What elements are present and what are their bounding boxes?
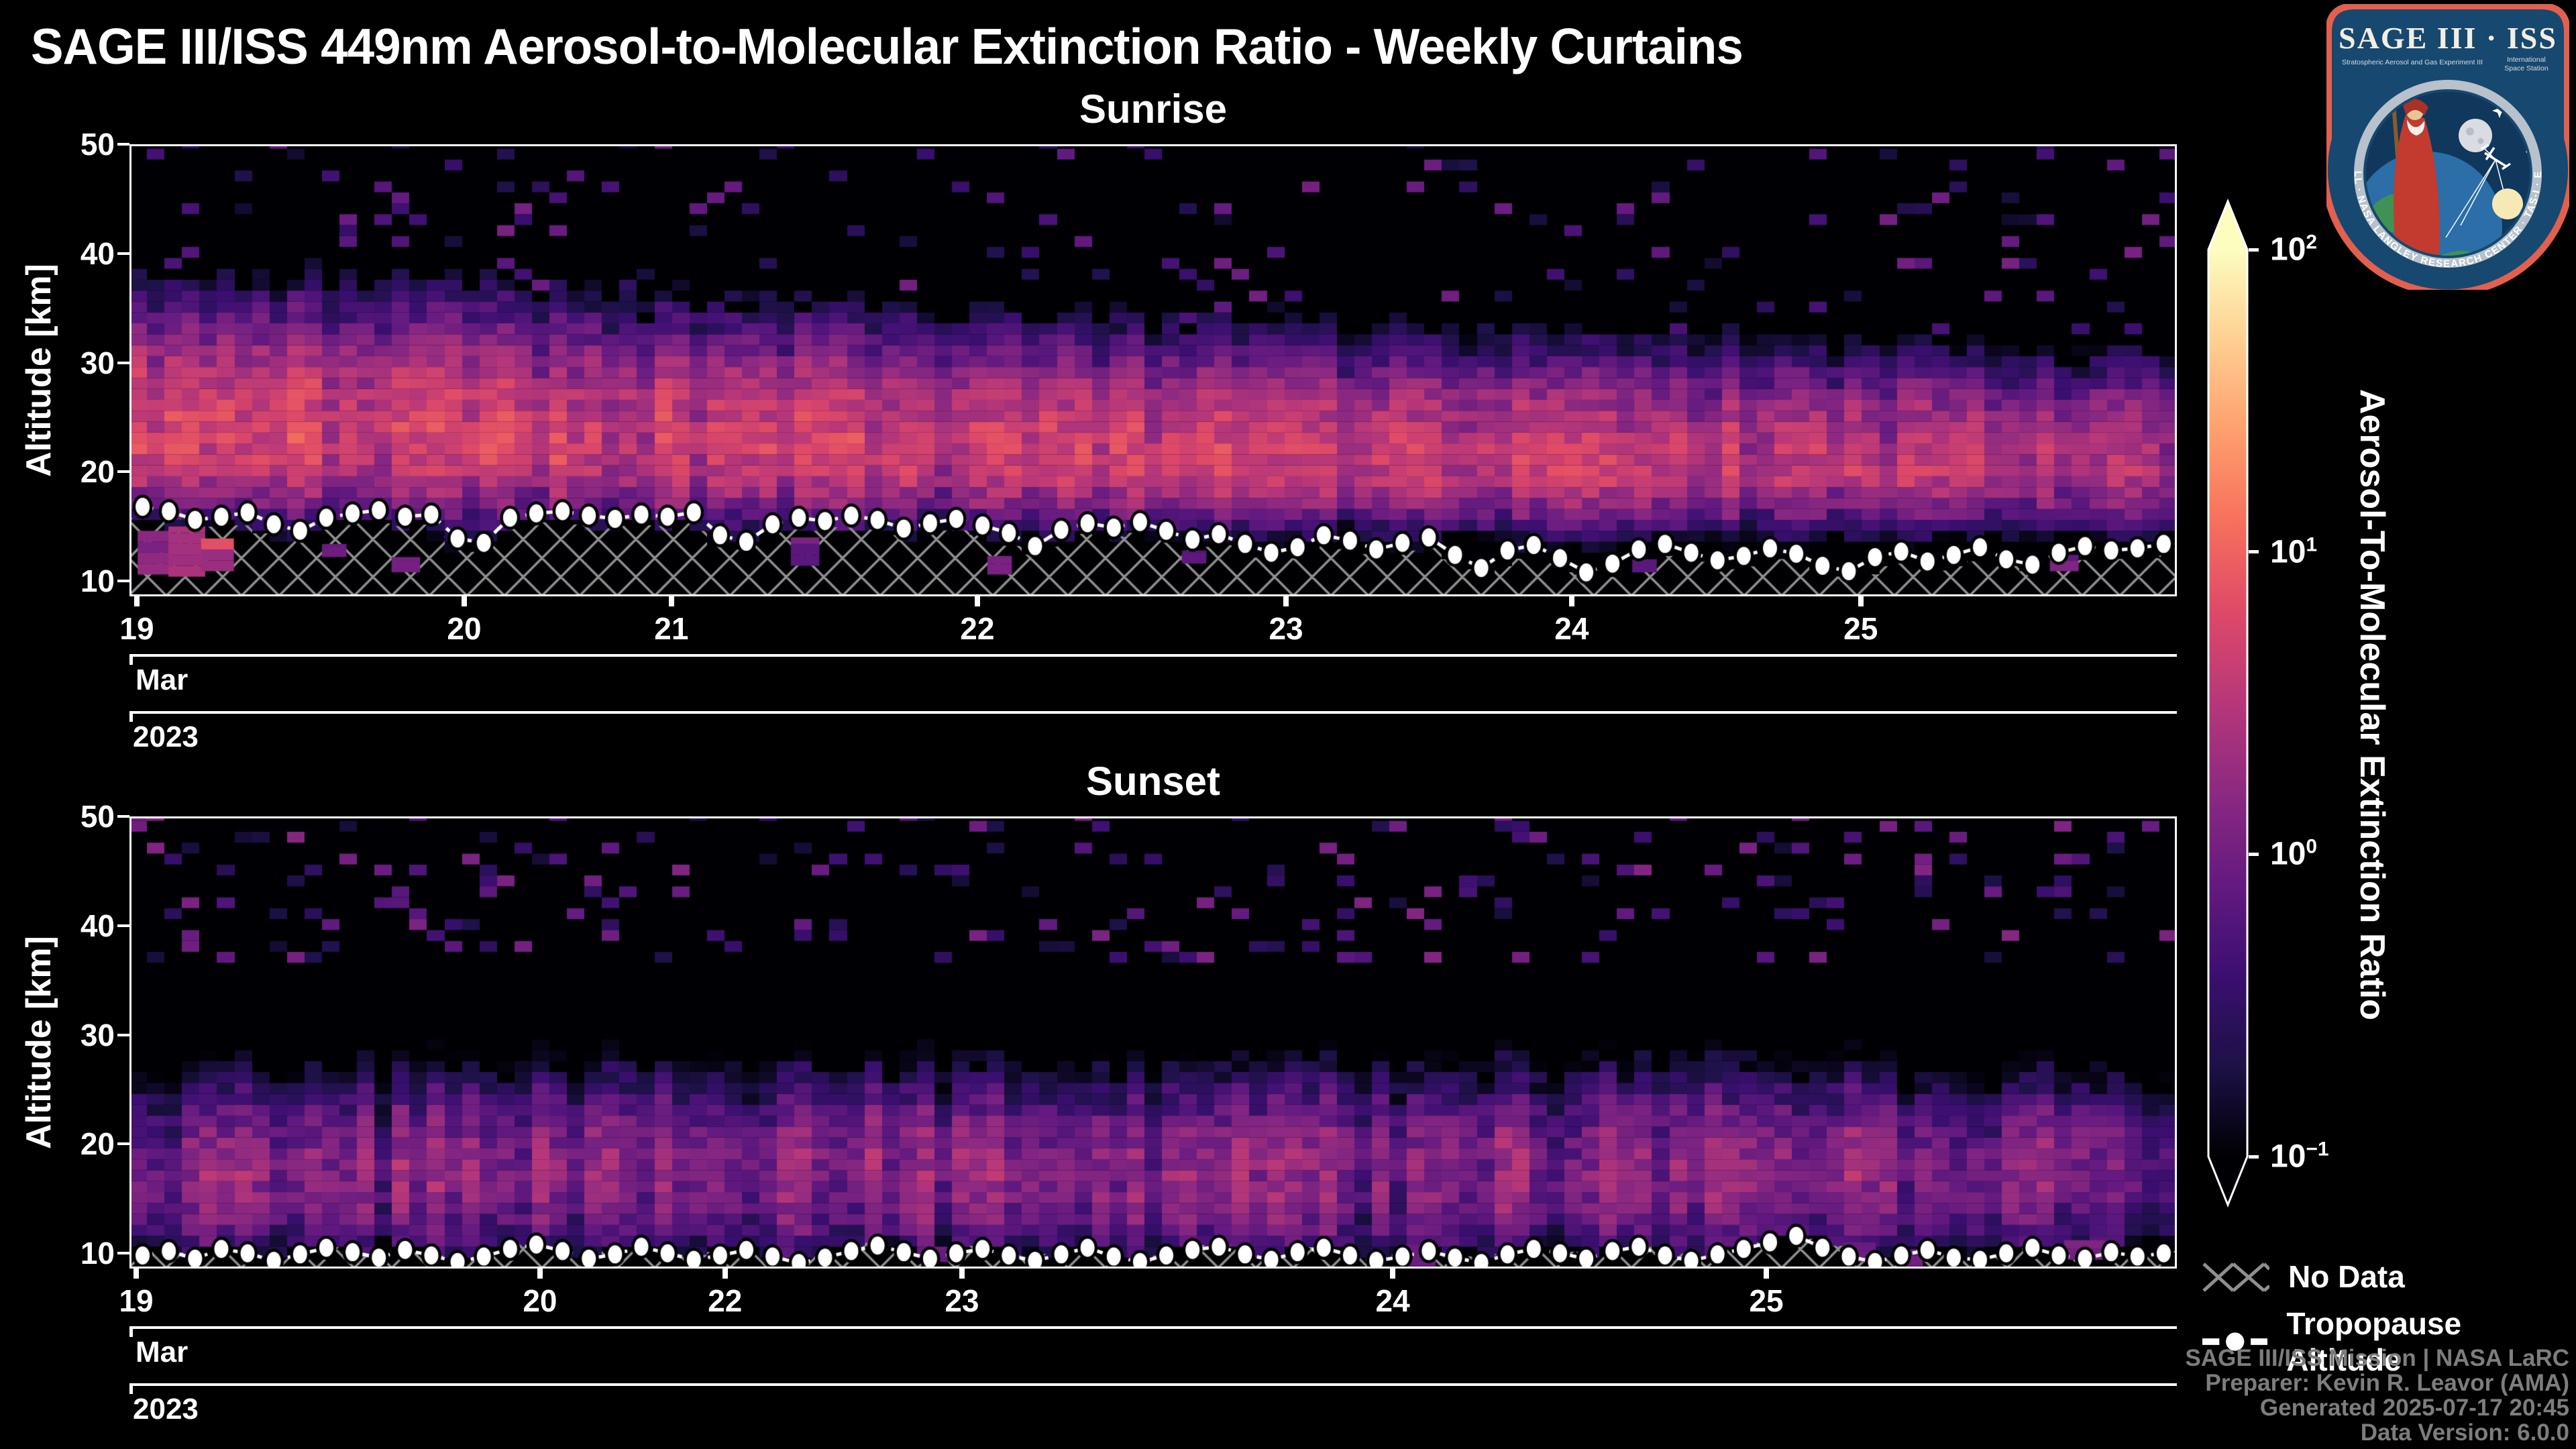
patch-subtitle-right-1: International	[2507, 56, 2546, 64]
colorbar-tick	[2249, 248, 2259, 252]
panel-title-sunrise: Sunrise	[1079, 87, 1228, 131]
patch-title: SAGE III · ISS	[2339, 21, 2557, 55]
y-axis-label-sunrise: Altitude [km]	[19, 264, 58, 477]
y-tick	[117, 361, 129, 364]
colorbar-gradient-bar	[2207, 198, 2249, 1208]
x-tick	[1858, 596, 1864, 606]
x-tick	[133, 596, 140, 606]
y-tick	[117, 580, 129, 583]
x-tick	[722, 1269, 728, 1279]
sunrise-year-axis-line	[129, 711, 2177, 714]
y-tick-label: 20	[80, 454, 115, 490]
y-tick-label: 10	[80, 1236, 115, 1271]
y-tick	[117, 924, 129, 927]
x-tick-label: 25	[1843, 611, 1878, 646]
x-tick	[1568, 596, 1574, 606]
moon-icon	[2459, 119, 2492, 152]
no-data-hatch-icon	[2202, 1263, 2269, 1292]
x-tick	[1764, 1269, 1770, 1279]
footer-line-version: Data Version: 6.0.0	[2360, 1419, 2569, 1446]
y-tick-label: 50	[80, 799, 115, 834]
y-tick-label: 20	[80, 1126, 115, 1162]
sunset-year-label: 2023	[133, 1393, 199, 1426]
y-tick	[117, 252, 129, 255]
y-tick-label: 10	[80, 564, 115, 599]
y-tick-label: 40	[80, 908, 115, 943]
iss-icon	[2480, 144, 2511, 170]
footer-line-generated: Generated 2025-07-17 20:45	[2259, 1395, 2569, 1421]
sunset-year-axis-tick	[129, 1383, 133, 1394]
x-tick-label: 20	[523, 1283, 557, 1318]
colorbar-tick-label: 101	[2270, 533, 2318, 570]
x-tick-label: 19	[119, 611, 154, 646]
y-tick-label: 30	[80, 345, 115, 380]
x-tick	[1283, 596, 1289, 606]
sunset-heatmap-canvas	[129, 816, 2177, 1269]
x-tick-label: 23	[945, 1283, 979, 1318]
x-tick-label: 23	[1269, 611, 1303, 646]
y-tick-label: 30	[80, 1017, 115, 1053]
sunset-year-axis-line	[129, 1383, 2177, 1386]
x-tick-label: 22	[708, 1283, 743, 1318]
legend-item-tropopause: Tropopause Altitude	[2202, 1305, 2576, 1378]
x-tick	[974, 596, 980, 606]
x-tick-label: 24	[1375, 1283, 1410, 1318]
patch-subtitle-right-2: Space Station	[2504, 64, 2548, 72]
patch-ring	[2354, 80, 2542, 268]
sun-icon	[2492, 189, 2523, 219]
sunrise-month-axis-tick	[129, 654, 133, 665]
x-tick	[462, 596, 467, 606]
x-tick-label: 24	[1554, 611, 1589, 646]
colorbar-tick	[2249, 550, 2259, 554]
x-tick-label: 25	[1749, 1283, 1784, 1318]
x-tick	[133, 1269, 140, 1279]
x-tick	[537, 1269, 543, 1279]
legend-label-tropopause: Tropopause Altitude	[2286, 1306, 2462, 1377]
footer-line-preparer: Preparer: Kevin R. Leavor (AMA)	[2205, 1370, 2569, 1396]
panel-title-sunset: Sunset	[1085, 759, 1221, 804]
colorbar	[2207, 198, 2249, 1208]
footer-credits: SAGE III/ISS Mission | NASA LaRC Prepare…	[2186, 1346, 2569, 1445]
sunrise-year-axis-tick	[129, 711, 133, 722]
y-tick-label: 50	[80, 127, 115, 162]
x-tick	[668, 596, 674, 606]
y-tick	[117, 815, 129, 818]
legend-item-no-data: No Data	[2202, 1256, 2405, 1297]
y-tick	[117, 1033, 129, 1036]
y-tick	[117, 1252, 129, 1255]
sunrise-month-axis-line	[129, 654, 2177, 657]
x-tick-label: 22	[960, 611, 995, 646]
colorbar-label: Aerosol-To-Molecular Extinction Ratio	[2353, 388, 2392, 1020]
colorbar-tick-label: 10−1	[2270, 1138, 2329, 1175]
page-title: SAGE III/ISS 449nm Aerosol-to-Molecular …	[31, 18, 1743, 74]
sunrise-year-label: 2023	[133, 720, 199, 753]
sunrise-heatmap-canvas	[129, 144, 2177, 596]
colorbar-tick-label: 102	[2270, 231, 2318, 268]
patch-subtitle-left: Stratospheric Aerosol and Gas Experiment…	[2342, 58, 2483, 66]
x-tick-label: 20	[447, 611, 482, 646]
colorbar-tick	[2249, 852, 2259, 856]
y-tick	[117, 470, 129, 474]
colorbar-tick-label: 100	[2270, 835, 2318, 872]
footer-line-mission: SAGE III/ISS Mission | NASA LaRC	[2185, 1345, 2569, 1371]
mission-patch-logo: SAGE III · ISS Stratospheric Aerosol and…	[2326, 4, 2569, 290]
x-tick-label: 21	[654, 611, 689, 646]
sunset-month-axis-line	[129, 1326, 2177, 1329]
y-tick	[117, 143, 129, 146]
x-tick	[959, 1269, 965, 1279]
tropopause-line-icon	[2202, 1332, 2268, 1351]
colorbar-tick	[2249, 1155, 2259, 1159]
y-tick-label: 40	[80, 235, 115, 271]
x-tick-label: 19	[119, 1283, 154, 1318]
y-tick	[117, 1142, 129, 1146]
legend-label-no-data: No Data	[2288, 1259, 2405, 1294]
sunrise-month-label: Mar	[136, 663, 189, 696]
x-tick	[1390, 1269, 1396, 1279]
sunset-month-label: Mar	[136, 1336, 189, 1368]
y-axis-label-sunset: Altitude [km]	[19, 936, 58, 1149]
sunset-month-axis-tick	[129, 1326, 133, 1337]
